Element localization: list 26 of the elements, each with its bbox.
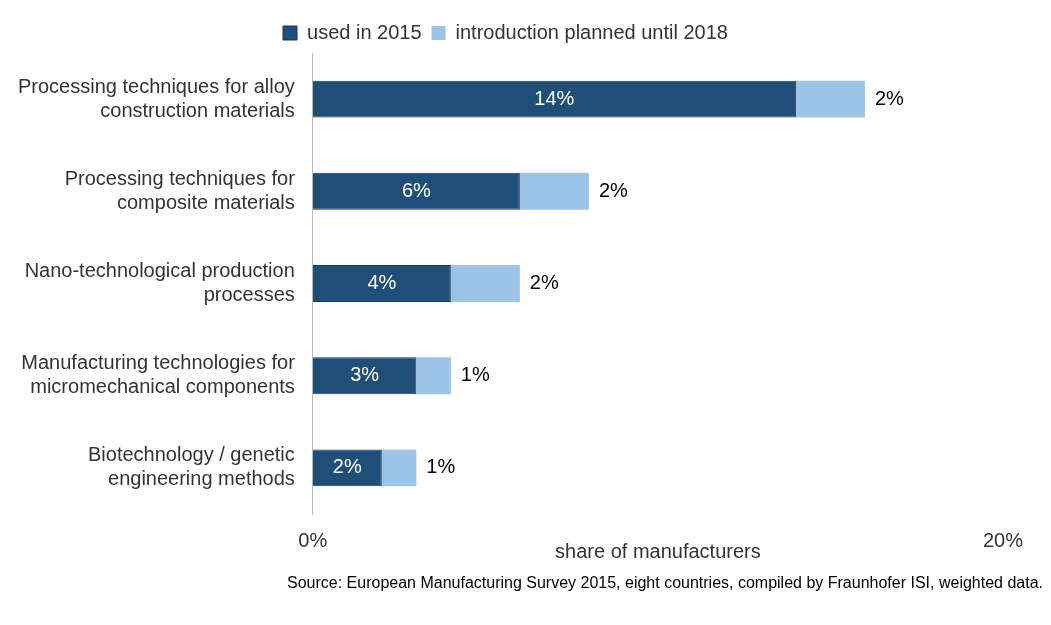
y-tick-label: Biotechnology / genetic engineering methods	[88, 443, 295, 490]
data-label: 1%	[426, 455, 456, 478]
y-tick-label: Nano-technological production processes	[24, 259, 295, 306]
x-tick-label: 0%	[298, 528, 328, 551]
x-tick-label: 20%	[982, 528, 1024, 551]
data-label: 2%	[598, 178, 629, 201]
bar	[795, 80, 865, 118]
y-tick-label: Processing techniques for alloy construction materials	[17, 74, 295, 121]
data-label: 2%	[332, 455, 362, 478]
y-tick-label: Processing techniques for composite materials	[64, 166, 296, 213]
bar	[519, 172, 589, 210]
legend-label: used in 2015	[307, 20, 422, 43]
data-label: 2%	[529, 271, 559, 294]
y-tick-label: Manufacturing technologies for micromechanical components	[21, 351, 296, 398]
data-label: 2%	[874, 86, 905, 109]
source-note: Source: European Manufacturing Survey 2015, eight countries, compiled by Fraunhofer ISI, weighted data.	[286, 574, 1043, 592]
bar	[416, 357, 451, 395]
data-label: 4%	[367, 271, 397, 294]
data-label: 3%	[350, 363, 380, 386]
bar	[450, 265, 520, 302]
data-label: 14%	[534, 86, 575, 109]
x-axis-title: share of manufacturers	[555, 539, 761, 562]
legend-label: introduction planned until 2018	[455, 20, 728, 43]
data-label: 1%	[460, 363, 490, 386]
data-label: 6%	[401, 178, 432, 201]
bar	[381, 449, 417, 487]
